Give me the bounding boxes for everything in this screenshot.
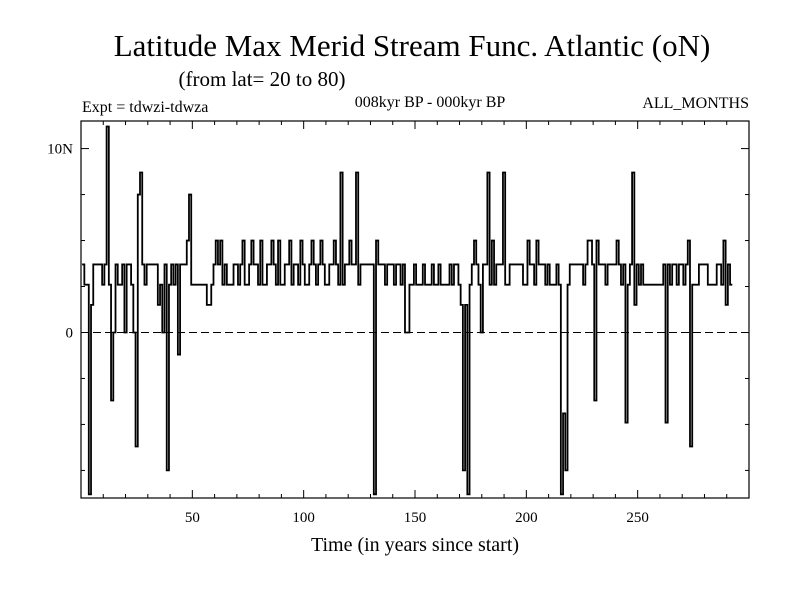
y-tick-label: 10N <box>47 142 73 158</box>
series-line-0 <box>82 125 733 496</box>
x-tick-label: 250 <box>626 510 649 526</box>
plot-frame <box>80 120 750 499</box>
chart-subtitle: (from lat= 20 to 80) <box>179 67 346 91</box>
period-label: 008kyr BP - 000kyr BP <box>355 94 506 111</box>
x-axis-label: Time (in years since start) <box>311 534 519 556</box>
experiment-label: Expt = tdwzi-tdwza <box>82 99 208 116</box>
x-tick-label: 200 <box>515 510 538 526</box>
x-tick-label: 50 <box>185 510 200 526</box>
x-tick-label: 150 <box>404 510 427 526</box>
y-tick-label: 0 <box>66 325 74 341</box>
chart-title: Latitude Max Merid Stream Func. Atlantic… <box>114 28 711 63</box>
season-label: ALL_MONTHS <box>642 95 749 112</box>
plot-area: 50 100 150 200 250 10N 0 <box>47 120 750 526</box>
x-tick-label: 100 <box>292 510 315 526</box>
